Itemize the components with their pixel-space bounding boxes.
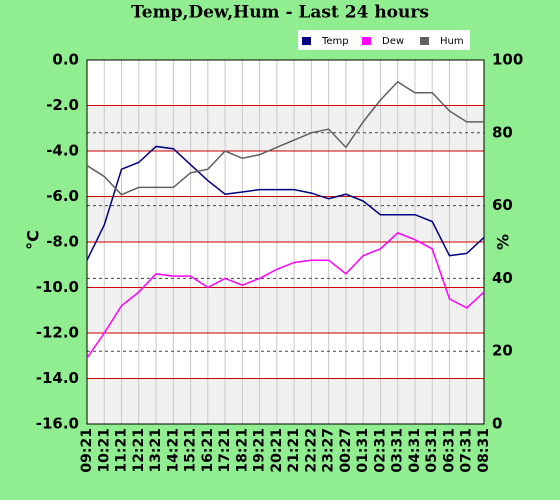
y2-tick-label: 100 xyxy=(492,51,523,69)
legend-label: Dew xyxy=(382,36,404,47)
legend-swatch xyxy=(302,37,311,45)
y2-tick-label: 20 xyxy=(492,342,513,360)
x-tick-label: 17:21 xyxy=(217,428,233,473)
x-tick-label: 06:31 xyxy=(441,428,457,473)
y-tick-label: -4.0 xyxy=(46,142,79,160)
chart-title: Temp,Dew,Hum - Last 24 hours xyxy=(131,3,429,23)
x-tick-label: 01:31 xyxy=(355,428,371,473)
series-line xyxy=(86,80,484,196)
y2-tick-label: 60 xyxy=(492,196,513,214)
x-tick-label: 02:31 xyxy=(372,428,388,473)
plot-border xyxy=(86,59,485,425)
y2-tick-label: 80 xyxy=(492,123,513,141)
x-tick-label: 08:31 xyxy=(476,428,492,473)
band xyxy=(87,287,484,333)
y2-axis-label: % xyxy=(494,234,513,250)
y-tick-label: -6.0 xyxy=(46,187,79,205)
y-tick-label: -8.0 xyxy=(46,233,79,251)
x-tick-label: 09:21 xyxy=(79,428,95,473)
y-tick-label: 0.0 xyxy=(52,51,79,69)
legend-label: Temp xyxy=(321,36,349,47)
legend-swatch xyxy=(420,37,429,45)
legend-label: Hum xyxy=(440,36,464,47)
x-tick-label: 22:22 xyxy=(303,428,319,473)
y-tick-label: -16.0 xyxy=(36,415,79,433)
x-tick-label: 05:31 xyxy=(424,428,440,473)
x-tick-label: 20:21 xyxy=(269,428,285,473)
y2-tick-label: 40 xyxy=(492,269,513,287)
band xyxy=(87,196,484,242)
x-tick-label: 03:31 xyxy=(390,428,406,473)
x-tick-label: 10:21 xyxy=(96,428,112,473)
y-tick-label: -12.0 xyxy=(36,324,79,342)
x-tick-label: 18:21 xyxy=(234,428,250,473)
x-tick-label: 14:21 xyxy=(165,428,181,473)
series-line xyxy=(86,232,485,359)
x-tick-label: 04:31 xyxy=(407,428,423,473)
x-tick-label: 19:21 xyxy=(252,428,268,473)
y-tick-label: -10.0 xyxy=(36,278,79,296)
x-tick-label: 07:31 xyxy=(459,428,475,473)
x-tick-label: 12:21 xyxy=(131,428,147,473)
x-tick-label: 15:21 xyxy=(183,428,199,473)
legend-swatch xyxy=(362,37,371,45)
x-tick-label: 00:27 xyxy=(338,428,354,473)
x-tick-label: 11:21 xyxy=(114,428,130,473)
y2-tick-label: 0 xyxy=(492,415,502,433)
x-tick-label: 13:21 xyxy=(148,428,164,473)
y-axis-label: °C xyxy=(24,230,43,250)
x-tick-label: 23:27 xyxy=(321,428,337,473)
y-tick-label: -14.0 xyxy=(36,369,79,387)
x-tick-label: 21:21 xyxy=(286,428,302,473)
y-tick-label: -2.0 xyxy=(46,96,79,114)
band xyxy=(87,378,484,424)
series-line xyxy=(86,145,485,261)
x-tick-label: 16:21 xyxy=(200,428,216,473)
